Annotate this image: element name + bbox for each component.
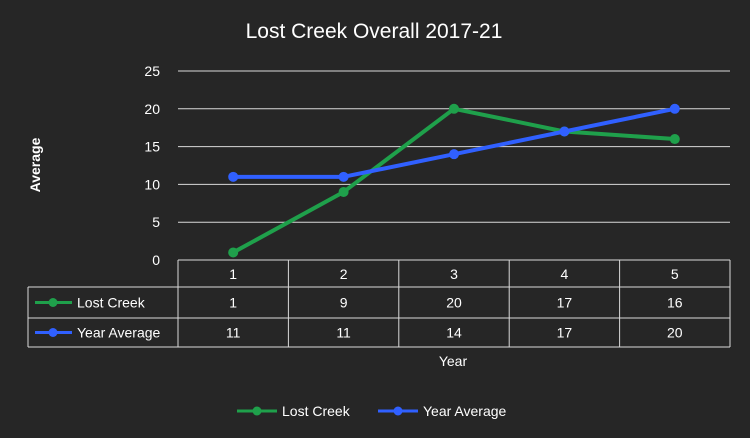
table-cell: 17: [557, 325, 573, 341]
legend-key-marker: [252, 406, 262, 416]
x-axis-label: Year: [439, 353, 468, 369]
table-cell: 1: [229, 295, 237, 311]
data-point: [669, 134, 680, 145]
y-tick-label: 10: [144, 176, 160, 192]
table-cell: 9: [340, 295, 348, 311]
y-tick-label: 15: [144, 139, 160, 155]
data-point: [669, 103, 680, 114]
y-tick-label: 0: [152, 252, 160, 268]
x-tick-label: 2: [340, 266, 348, 282]
data-point: [449, 103, 459, 114]
x-tick-label: 4: [561, 266, 569, 282]
table-cell: 14: [446, 325, 462, 341]
data-point: [338, 186, 349, 197]
data-point: [338, 171, 349, 182]
table-legend-key-marker: [48, 328, 58, 337]
legend-key-marker: [393, 406, 403, 416]
table-legend-key-marker: [48, 298, 58, 307]
table-cell: 17: [557, 295, 573, 311]
grid: [178, 70, 730, 223]
data-point: [559, 126, 570, 137]
data-point: [228, 247, 239, 258]
y-tick-label: 5: [152, 214, 160, 230]
table-cell: 16: [667, 295, 683, 311]
legend-label: Lost Creek: [282, 403, 351, 419]
y-axis-label: Average: [27, 137, 43, 192]
table-series-name: Lost Creek: [77, 295, 146, 311]
x-tick-label: 5: [671, 266, 679, 282]
table-series-name: Year Average: [77, 325, 161, 341]
table-cell: 20: [446, 295, 462, 311]
table-cell: 20: [667, 325, 683, 341]
y-tick-label: 20: [144, 101, 160, 117]
x-tick-label: 3: [450, 266, 458, 282]
y-tick-labels: 0 5 10 15 20 25: [144, 63, 160, 268]
data-point: [449, 149, 459, 160]
y-tick-label: 25: [144, 63, 160, 79]
data-table: 1 2 3 4 5 Lost Creek 1 9 20 17 16 Year Average 11 11 1…: [27, 259, 731, 348]
table-cell: 11: [336, 325, 351, 341]
legend: Lost Creek Year Average: [237, 403, 507, 419]
data-point: [228, 171, 239, 182]
x-tick-label: 1: [229, 266, 237, 282]
legend-label: Year Average: [423, 403, 507, 419]
table-cell: 11: [226, 325, 241, 341]
chart-title: Lost Creek Overall 2017-21: [246, 20, 503, 43]
series-lines: [228, 103, 680, 258]
